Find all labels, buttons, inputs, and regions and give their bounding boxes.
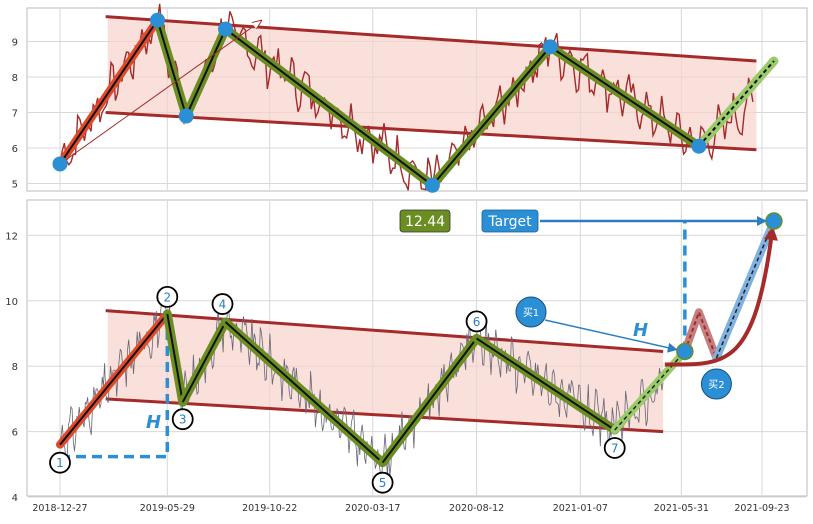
pivot-label-text-3: 3	[179, 413, 187, 427]
x-tick-label-6: 2021-05-31	[654, 503, 709, 514]
curved-red-arrow	[664, 226, 778, 367]
top-y-tick-0: 5	[12, 180, 18, 191]
top-pivot-marker-2	[178, 108, 194, 124]
x-tick-label-5: 2021-01-07	[553, 503, 608, 514]
pivot-label-circle-7	[603, 437, 626, 459]
x-tick-label-1: 2019-05-29	[140, 503, 195, 514]
pivot-label-text-7: 7	[611, 441, 619, 455]
pivot-label-text-1: 1	[56, 456, 64, 470]
top-y-tick-1: 6	[12, 144, 18, 155]
top-y-tick-2: 7	[12, 109, 18, 120]
pivot-label-text-4: 4	[219, 298, 227, 312]
bottom-y-tick-3: 10	[5, 297, 18, 308]
top-channel-upper	[105, 15, 757, 63]
top-wave-lines	[56, 15, 779, 190]
top-wave-inner-4	[431, 46, 551, 186]
top-price-series	[59, 3, 754, 191]
value-badge-text: 12.44	[405, 214, 445, 230]
pivot-label-circle-5	[371, 471, 394, 494]
bottom-wave-inner-0	[59, 313, 169, 446]
buy1-point-marker	[676, 342, 694, 361]
bottom-wave-inner-5	[476, 337, 616, 431]
bottom-y-tick-1: 6	[12, 428, 18, 439]
h-label-left: H	[146, 412, 161, 433]
top-wave-inner-2	[185, 28, 227, 117]
bottom-channel-lower	[105, 397, 664, 434]
x-tick-label-7: 2021-09-23	[734, 503, 789, 514]
target-box: Target	[481, 209, 539, 233]
bottom-wave-lines	[56, 309, 620, 468]
top-pivot-marker-1	[149, 12, 165, 28]
top-pivot-markers	[52, 12, 707, 193]
bottom-y-tick-labels: 4 6 8 10 12	[5, 231, 18, 504]
top-y-tick-3: 8	[12, 73, 18, 84]
buy2-label: 买2	[708, 379, 724, 391]
pivot-label-text-6: 6	[473, 315, 481, 329]
value-badge-box	[399, 209, 451, 233]
pivot-label-circle-1	[49, 451, 71, 474]
x-tick-label-0: 2018-12-27	[32, 503, 87, 514]
target-box-rect	[481, 209, 539, 233]
retrace-outer	[681, 308, 721, 360]
top-panel: 5 6 7 8 9	[12, 3, 808, 193]
buy1-label: 买1	[523, 307, 539, 319]
target-line-inner	[715, 220, 775, 359]
h-label-right: H	[633, 320, 648, 341]
top-y-tick-labels: 5 6 7 8 9	[12, 38, 18, 191]
bottom-x-tick-labels: 2018-12-27 2019-05-29 2019-10-22 2020-03-17…	[32, 503, 789, 514]
x-tick-label-3: 2020-03-17	[345, 503, 400, 514]
top-wave-inner-3	[224, 28, 433, 187]
top-wave-inner-5	[549, 45, 700, 148]
bottom-wave-inner-1	[166, 313, 184, 403]
bottom-y-tick-0: 4	[12, 493, 18, 504]
top-pivot-marker-3	[218, 21, 234, 37]
pivot-label-circle-2	[156, 285, 179, 308]
buy2-bubble	[700, 368, 732, 400]
bottom-price-line	[59, 295, 664, 482]
target-point-marker	[765, 212, 783, 230]
top-y-tick-4: 9	[12, 38, 18, 49]
pivot-label-text-5: 5	[379, 476, 387, 490]
left-dashed-guide	[60, 315, 170, 459]
top-wave-inner-6	[698, 60, 775, 147]
bottom-dashed-guides	[60, 221, 687, 459]
target-label: Target	[487, 214, 532, 230]
top-channel-lower	[105, 111, 757, 152]
value-badge: 12.44	[399, 209, 451, 233]
top-wave-inner-1	[156, 19, 188, 117]
pivot-label-circle-6	[465, 310, 488, 333]
bottom-wave-inner-4	[381, 337, 478, 464]
bottom-channel-upper	[105, 309, 664, 353]
top-price-line	[59, 3, 754, 191]
bottom-projection: 买1 买2	[515, 212, 783, 434]
pivot-label-text-2: 2	[163, 290, 171, 304]
pivot-label-circle-3	[171, 408, 194, 431]
bottom-wave-inner-3	[224, 321, 384, 464]
top-wave-inner-0	[59, 19, 159, 165]
x-tick-label-4: 2020-08-12	[449, 503, 504, 514]
pivot-label-circle-4	[211, 293, 234, 315]
top-channel	[105, 15, 757, 152]
top-arrow-line	[59, 21, 261, 165]
buy1-bubble	[515, 296, 547, 328]
bottom-y-tick-4: 12	[5, 231, 18, 242]
buy1-arrow	[544, 319, 678, 353]
bottom-y-tick-2: 8	[12, 362, 18, 373]
x-tick-label-2: 2019-10-22	[242, 503, 297, 514]
top-trend-arrow	[59, 21, 261, 165]
bottom-price-series	[59, 295, 664, 482]
top-pivot-marker-4	[424, 177, 440, 193]
top-pivot-marker-5	[542, 39, 558, 55]
bottom-wave-inner-2	[181, 321, 227, 403]
top-channel-fill	[107, 16, 757, 150]
bottom-pivot-labels: 1 2 3 4 5 6 7	[49, 285, 626, 494]
top-pivot-marker-6	[691, 138, 707, 154]
top-pivot-marker-0	[52, 156, 68, 172]
